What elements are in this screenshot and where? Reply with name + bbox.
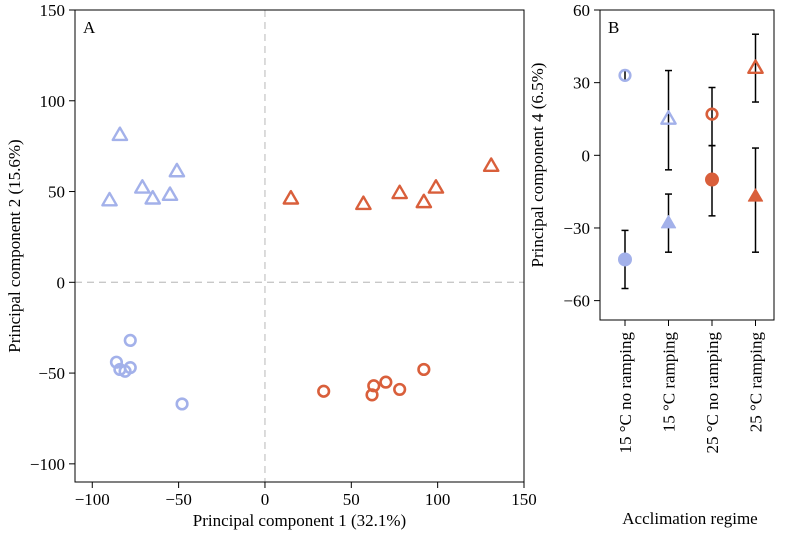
panel-a-x-tick-label: −100 [75, 490, 110, 509]
panel-a-point-shape [101, 191, 118, 207]
panel-a-point [123, 361, 137, 375]
panel-b-x-tick-label: 25 °C ramping [747, 332, 766, 433]
panel-a-point-shape [133, 179, 151, 194]
panel-a-point-shape [144, 189, 162, 205]
panel-b-points [618, 59, 764, 267]
panel-a-point-shape [123, 361, 137, 375]
panel-a-x-tick-label: 0 [261, 490, 270, 509]
panel-b-point-shape [747, 59, 764, 75]
panel-a-point [144, 189, 162, 205]
panel-a-letter: A [83, 18, 96, 37]
panel-a-y-ticks: −100 −50 0 50 100 150 [30, 1, 75, 474]
panel-a-y-tick-label: −50 [38, 364, 65, 383]
panel-b-point-shape [705, 107, 719, 121]
panel-a-point-shape [317, 384, 331, 398]
panel-b-point [618, 68, 632, 82]
panel-a-point [111, 126, 129, 142]
panel-a-point-shape [482, 157, 500, 173]
panel-a-point-shape [415, 193, 433, 209]
panel-a-point-shape [161, 186, 179, 202]
panel-a-y-tick-label: 100 [40, 92, 66, 111]
panel-b: 15 °C no ramping 15 °C ramping 25 °C no ra… [528, 1, 775, 528]
panel-a-y-tick-label: 0 [57, 273, 66, 292]
panel-a-y-tick-label: −100 [30, 455, 65, 474]
panel-a-point-shape [175, 397, 189, 411]
panel-a-reference-lines [75, 10, 524, 482]
panel-b-point [660, 110, 677, 125]
panel-a-point-shape [168, 162, 186, 178]
panel-b-point [618, 252, 632, 267]
panel-a-point [175, 397, 189, 411]
panel-b-x-tick-label: 15 °C no ramping [616, 332, 635, 454]
panel-a-point-shape [109, 355, 124, 369]
panel-a-point [417, 362, 431, 377]
panel-b-point-shape [660, 110, 677, 125]
panel-a-points [101, 126, 500, 411]
panel-b-y-tick-label: 60 [573, 1, 590, 20]
panel-a-y-tick-label: 50 [48, 183, 65, 202]
panel-a-point-shape [427, 179, 445, 194]
panel-b-x-tick-label: 15 °C ramping [660, 332, 679, 433]
panel-a-point-shape [391, 184, 409, 200]
panel-a-point [482, 157, 500, 173]
panel-a-point [317, 384, 331, 398]
panel-b-point [705, 107, 719, 121]
panel-b-letter: B [608, 18, 619, 37]
panel-a-point-shape [355, 195, 372, 211]
panel-b-point [705, 172, 719, 187]
panel-a-point [391, 184, 409, 200]
panel-b-point-shape [705, 172, 719, 187]
panel-a-point-shape [379, 375, 393, 389]
panel-a-point [101, 191, 118, 207]
panel-a-point [367, 379, 381, 393]
panel-a-point-shape [417, 362, 431, 377]
panel-a-point [168, 162, 186, 178]
panel-a-point [109, 355, 124, 369]
panel-b-y-axis-label: Principal component 4 (6.5%) [528, 63, 547, 268]
panel-b-x-tick-label: 25 °C no ramping [703, 332, 722, 454]
panel-b-frame [599, 9, 775, 321]
panel-a-point-shape [123, 333, 137, 348]
panel-a: −100 −50 0 50 100 150 −100 −50 0 50 100 150 A Prin… [5, 1, 537, 530]
panel-a-point-shape [111, 126, 129, 142]
panel-a-point [123, 333, 137, 348]
panel-a-x-axis-label: Principal component 1 (32.1%) [193, 511, 406, 530]
panel-b-error-bars [621, 33, 759, 290]
panel-a-x-tick-label: 150 [511, 490, 537, 509]
panel-b-point-shape [660, 214, 677, 229]
panel-b-x-axis-label: Acclimation regime [622, 509, 757, 528]
panel-b-y-tick-label: 30 [573, 74, 590, 93]
panel-b-y-ticks: −60 −30 0 30 60 [563, 1, 600, 311]
panel-b-y-tick-label: 0 [582, 146, 591, 165]
panel-a-point [415, 193, 433, 209]
panel-a-point-shape [367, 379, 381, 393]
panel-a-point [379, 375, 393, 389]
panel-a-point [393, 382, 407, 397]
panel-b-point-shape [618, 68, 632, 82]
panel-a-point [427, 179, 445, 194]
panel-a-x-tick-label: 100 [425, 490, 451, 509]
panel-a-point [282, 189, 300, 205]
panel-a-x-tick-label: −50 [165, 490, 192, 509]
panel-b-y-tick-label: −30 [563, 219, 590, 238]
panel-b-point [660, 214, 677, 229]
panel-b-point-shape [618, 252, 632, 267]
panel-a-y-axis-label: Principal component 2 (15.6%) [5, 139, 24, 352]
panel-b-x-ticks: 15 °C no ramping 15 °C ramping 25 °C no ra… [616, 320, 766, 454]
panel-a-point-shape [282, 189, 300, 205]
panel-a-point [355, 195, 372, 211]
panel-b-y-tick-label: −60 [563, 292, 590, 311]
panel-b-point [747, 59, 764, 75]
panel-b-point-shape [747, 188, 764, 202]
panel-a-x-ticks: −100 −50 0 50 100 150 [75, 482, 537, 509]
panel-a-x-tick-label: 50 [343, 490, 360, 509]
panel-b-point [747, 188, 764, 202]
panel-a-point [133, 179, 151, 194]
panel-a-y-tick-label: 150 [40, 1, 66, 20]
panel-a-point [161, 186, 179, 202]
panel-a-point-shape [393, 382, 407, 397]
panel-a-frame [74, 9, 525, 483]
